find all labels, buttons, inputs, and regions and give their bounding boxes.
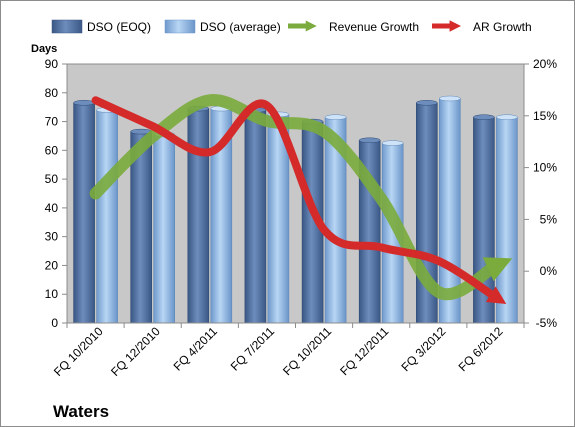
y2-axis-ticks: -5% 0% 5% 10% 15% 20% xyxy=(524,57,557,330)
y-tick-label-80: 80 xyxy=(45,86,59,100)
y-tick-label-90: 90 xyxy=(45,57,59,71)
legend-swatch-dso-average xyxy=(164,19,196,34)
y-tick-label-20: 20 xyxy=(45,258,59,272)
chart-title: Waters xyxy=(53,402,109,421)
line-layer xyxy=(89,94,513,304)
legend-label-dso-eoq: DSO (EOQ) xyxy=(87,20,151,34)
y2-tick-label-5: 20% xyxy=(533,57,557,71)
bar-cap-dso-eoq-fq-6-2012 xyxy=(473,114,495,120)
bar-cap-dso-average-fq-10-2011 xyxy=(324,114,347,120)
legend-label-dso-average: DSO (average) xyxy=(200,20,281,34)
y-axis-title: Days xyxy=(31,43,57,55)
bar-dso-eoq-fq-4-2011 xyxy=(187,108,210,324)
bar-dso-eoq-fq-10-2010 xyxy=(73,102,95,324)
legend-label-ar-growth: AR Growth xyxy=(473,20,532,34)
x-axis-ticks: FQ 10/2010 FQ 12/2010 FQ 4/2011 FQ 7/2011 FQ… xyxy=(51,323,525,379)
bar-cap-dso-average-fq-6-2012 xyxy=(496,114,518,120)
x-tick-label-fq-12-2011: FQ 12/2011 xyxy=(337,324,391,378)
y-tick-label-0: 0 xyxy=(51,316,58,330)
bar-cap-dso-average-fq-12-2011 xyxy=(381,140,404,146)
legend-swatch-dso-eoq xyxy=(51,19,83,34)
y2-tick-label-2: 5% xyxy=(540,212,558,226)
bar-cap-dso-eoq-fq-12-2011 xyxy=(358,137,381,144)
y-tick-label-60: 60 xyxy=(45,143,59,157)
x-tick-label-fq-3-2012: FQ 3/2012 xyxy=(398,324,448,374)
bar-dso-average-fq-12-2010 xyxy=(153,134,175,324)
legend-item-dso-eoq: DSO (EOQ) xyxy=(51,19,151,34)
x-tick-label-fq-10-2011: FQ 10/2011 xyxy=(280,324,334,378)
y-tick-label-50: 50 xyxy=(45,172,59,186)
legend-item-dso-average: DSO (average) xyxy=(164,19,281,34)
x-tick-label-fq-6-2012: FQ 6/2012 xyxy=(456,324,506,374)
y2-tick-label-0: -5% xyxy=(536,316,558,330)
y-tick-label-70: 70 xyxy=(45,115,59,129)
y-tick-label-40: 40 xyxy=(45,201,59,215)
legend-label-revenue-growth: Revenue Growth xyxy=(329,20,419,34)
x-tick-label-fq-7-2011: FQ 7/2011 xyxy=(228,324,278,374)
bar-dso-eoq-fq-7-2011 xyxy=(244,109,267,324)
x-tick-label-fq-10-2010: FQ 10/2010 xyxy=(51,324,106,379)
legend-item-revenue-growth: Revenue Growth xyxy=(288,20,419,34)
bar-dso-average-fq-6-2012 xyxy=(496,116,518,324)
bar-layer xyxy=(73,95,518,324)
legend: DSO (EOQ) DSO (average) Revenue Growth A… xyxy=(51,19,532,34)
bar-dso-average-fq-10-2010 xyxy=(96,109,118,324)
y2-tick-label-4: 15% xyxy=(533,109,557,123)
y-tick-label-10: 10 xyxy=(45,287,59,301)
line-ar-growth xyxy=(91,96,507,304)
x-tick-label-fq-4-2011: FQ 4/2011 xyxy=(171,324,221,374)
y-axis-ticks: 0 10 20 30 40 50 60 70 80 90 xyxy=(45,57,67,330)
bar-cap-dso-eoq-fq-10-2010 xyxy=(73,100,95,106)
legend-item-ar-growth: AR Growth xyxy=(432,20,532,34)
bar-cap-dso-eoq-fq-3-2012 xyxy=(416,100,438,106)
y2-tick-label-1: 0% xyxy=(540,264,558,278)
y-tick-label-30: 30 xyxy=(45,230,59,244)
x-tick-label-fq-12-2010: FQ 12/2010 xyxy=(108,324,163,379)
y2-tick-label-3: 10% xyxy=(533,161,557,175)
bar-cap-dso-average-fq-3-2012 xyxy=(439,95,461,102)
